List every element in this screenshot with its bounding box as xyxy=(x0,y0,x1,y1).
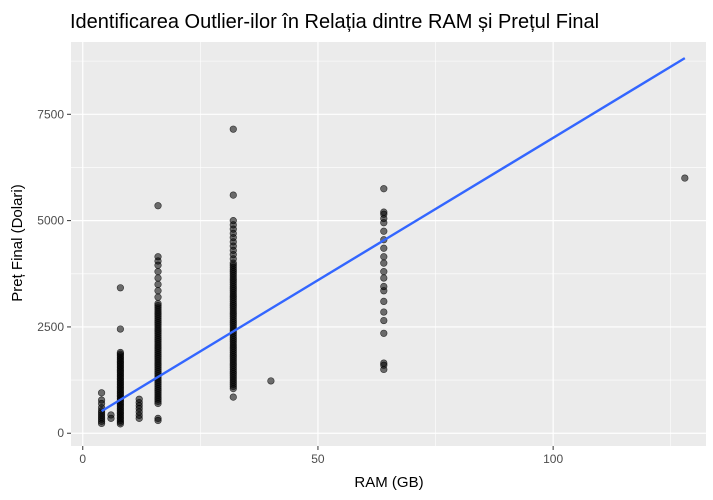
data-point xyxy=(380,259,388,267)
data-point xyxy=(97,396,106,404)
y-axis-ticks: 0 2500 5000 7500 xyxy=(37,107,71,440)
x-tick-label: 0 xyxy=(79,452,86,466)
y-axis-title: Preț Final (Dolari) xyxy=(9,184,26,302)
x-tick-label: 100 xyxy=(543,452,563,466)
y-tick-label: 0 xyxy=(57,426,64,440)
data-point xyxy=(380,308,388,316)
y-tick-label: 7500 xyxy=(37,107,64,121)
data-point xyxy=(107,411,115,419)
data-point xyxy=(229,125,237,133)
x-axis-title: RAM (GB) xyxy=(354,474,423,491)
data-point xyxy=(116,325,124,333)
data-point xyxy=(135,395,143,403)
data-point xyxy=(267,377,275,385)
chart-title: Identificarea Outlier-ilor în Relația di… xyxy=(70,11,599,33)
data-point xyxy=(380,282,388,291)
data-point xyxy=(154,274,162,282)
data-point xyxy=(380,359,388,367)
minor-gridlines xyxy=(71,42,706,446)
data-point xyxy=(154,253,162,261)
data-point xyxy=(380,253,388,261)
data-point xyxy=(380,185,388,193)
data-point xyxy=(154,268,162,276)
data-point xyxy=(97,389,106,397)
data-point xyxy=(116,284,124,292)
data-point xyxy=(154,293,162,301)
data-points xyxy=(97,125,689,428)
y-tick-label: 2500 xyxy=(37,320,64,334)
data-point xyxy=(154,414,162,422)
data-point xyxy=(380,297,388,306)
data-point xyxy=(116,348,124,357)
data-point xyxy=(380,316,388,325)
data-point xyxy=(229,393,237,401)
trend-line-group xyxy=(100,57,686,413)
data-point xyxy=(380,244,388,252)
data-point xyxy=(154,280,162,289)
data-point xyxy=(154,202,162,210)
data-point xyxy=(229,191,237,199)
y-tick-label: 5000 xyxy=(37,214,64,228)
data-point xyxy=(380,274,388,282)
data-point xyxy=(380,227,388,235)
data-point xyxy=(229,217,237,225)
data-point xyxy=(380,208,388,216)
x-tick-label: 50 xyxy=(311,452,325,466)
data-point xyxy=(154,299,162,308)
data-point xyxy=(681,174,689,182)
data-point xyxy=(380,329,388,337)
data-point xyxy=(154,287,162,295)
data-point xyxy=(380,268,388,276)
trend-line xyxy=(100,57,686,413)
major-gridlines xyxy=(71,42,706,446)
x-axis-ticks: 0 50 100 xyxy=(79,446,563,466)
